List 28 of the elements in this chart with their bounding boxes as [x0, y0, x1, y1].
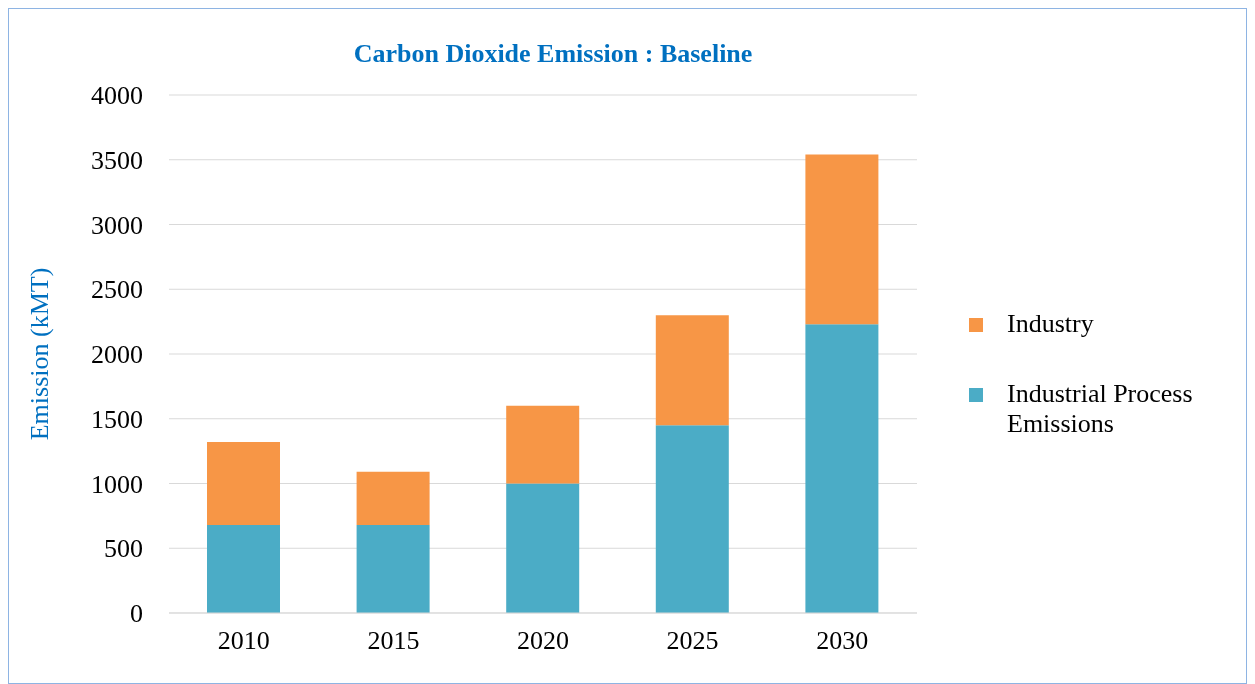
y-tick-label: 3000 [91, 210, 143, 240]
y-tick-label: 2500 [91, 275, 143, 305]
y-tick-label: 500 [104, 534, 143, 564]
legend-label: Industrial Process Emissions [1007, 379, 1194, 439]
chart-title: Carbon Dioxide Emission : Baseline [352, 39, 754, 69]
bar [805, 154, 879, 325]
y-tick-label: 3500 [91, 145, 143, 175]
bar [356, 524, 430, 613]
bar [805, 324, 879, 613]
y-tick-label: 0 [130, 599, 143, 629]
bar [356, 471, 430, 525]
y-tick-label: 4000 [91, 81, 143, 111]
y-tick-label: 1000 [91, 469, 143, 499]
y-tick-label: 1500 [91, 404, 143, 434]
bar [655, 425, 729, 613]
x-tick-label: 2020 [517, 626, 569, 656]
bar [506, 405, 580, 484]
bar [655, 315, 729, 426]
x-tick-label: 2030 [816, 626, 869, 656]
bar [506, 483, 580, 613]
x-tick-label: 2010 [217, 626, 270, 656]
x-tick-label: 2015 [367, 626, 420, 656]
bar [207, 524, 280, 613]
x-tick-label: 2025 [666, 626, 719, 656]
bar [207, 442, 280, 525]
y-axis-title: Emission (kMT) [25, 267, 55, 441]
y-tick-label: 2000 [91, 340, 143, 370]
legend-label: Industry [1007, 309, 1094, 339]
